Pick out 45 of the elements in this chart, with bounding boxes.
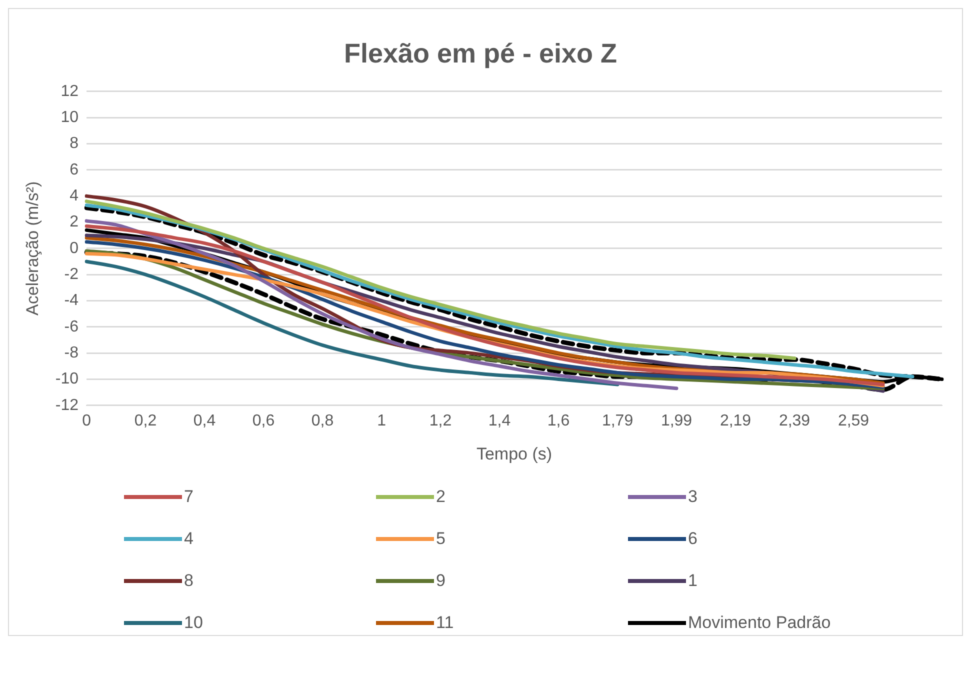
chart-title: Flexão em pé - eixo Z <box>344 38 618 69</box>
legend-label: 6 <box>688 529 698 549</box>
y-tick-label: 6 <box>70 161 79 178</box>
x-tick-label: 1,6 <box>547 412 570 430</box>
y-tick-label: 4 <box>70 187 79 204</box>
x-tick-label: 0,2 <box>134 412 157 430</box>
y-tick-label: 10 <box>60 108 79 126</box>
legend-label: 1 <box>688 571 698 591</box>
y-tick-label: 2 <box>70 214 79 231</box>
y-tick-label: -8 <box>64 344 79 362</box>
legend-label: 8 <box>184 571 194 591</box>
legend-label: Movimento Padrão <box>688 613 831 633</box>
y-tick-label: -10 <box>55 370 79 388</box>
x-tick-label: 1,79 <box>602 412 634 430</box>
legend-label: 3 <box>688 487 698 507</box>
x-tick-label: 1,99 <box>660 412 692 430</box>
x-tick-label: 0,4 <box>193 412 216 430</box>
x-tick-label: 1,4 <box>488 412 511 430</box>
x-tick-label: 0 <box>82 412 92 430</box>
legend-label: 4 <box>184 529 194 549</box>
y-tick-label: 12 <box>60 82 79 100</box>
y-tick-label: -4 <box>64 292 79 310</box>
y-axis-title: Aceleração (m/s²) <box>22 181 42 316</box>
line-series <box>84 200 796 360</box>
x-tick-label: 1 <box>377 412 386 430</box>
line-series <box>84 219 678 390</box>
y-tick-label: -12 <box>55 396 79 414</box>
x-tick-label: 1,2 <box>429 412 452 430</box>
legend-label: 11 <box>436 613 454 633</box>
y-tick-label: 0 <box>70 240 79 257</box>
x-tick-label: 0,8 <box>311 412 334 430</box>
x-tick-label: 2,19 <box>720 412 752 430</box>
x-axis-title: Tempo (s) <box>476 444 552 464</box>
legend-label: 10 <box>184 613 203 633</box>
legend-label: 2 <box>436 487 446 507</box>
x-tick-label: 2,59 <box>838 412 870 430</box>
line-series <box>84 260 620 386</box>
y-tick-label: 8 <box>70 135 79 152</box>
legend-label: 9 <box>436 571 446 591</box>
legend-label: 7 <box>184 487 194 507</box>
x-tick-label: 2,39 <box>778 412 810 430</box>
legend-label: 5 <box>436 529 446 549</box>
x-tick-label: 0,6 <box>252 412 275 430</box>
y-tick-label: -6 <box>64 318 79 336</box>
y-tick-label: -2 <box>64 266 79 283</box>
